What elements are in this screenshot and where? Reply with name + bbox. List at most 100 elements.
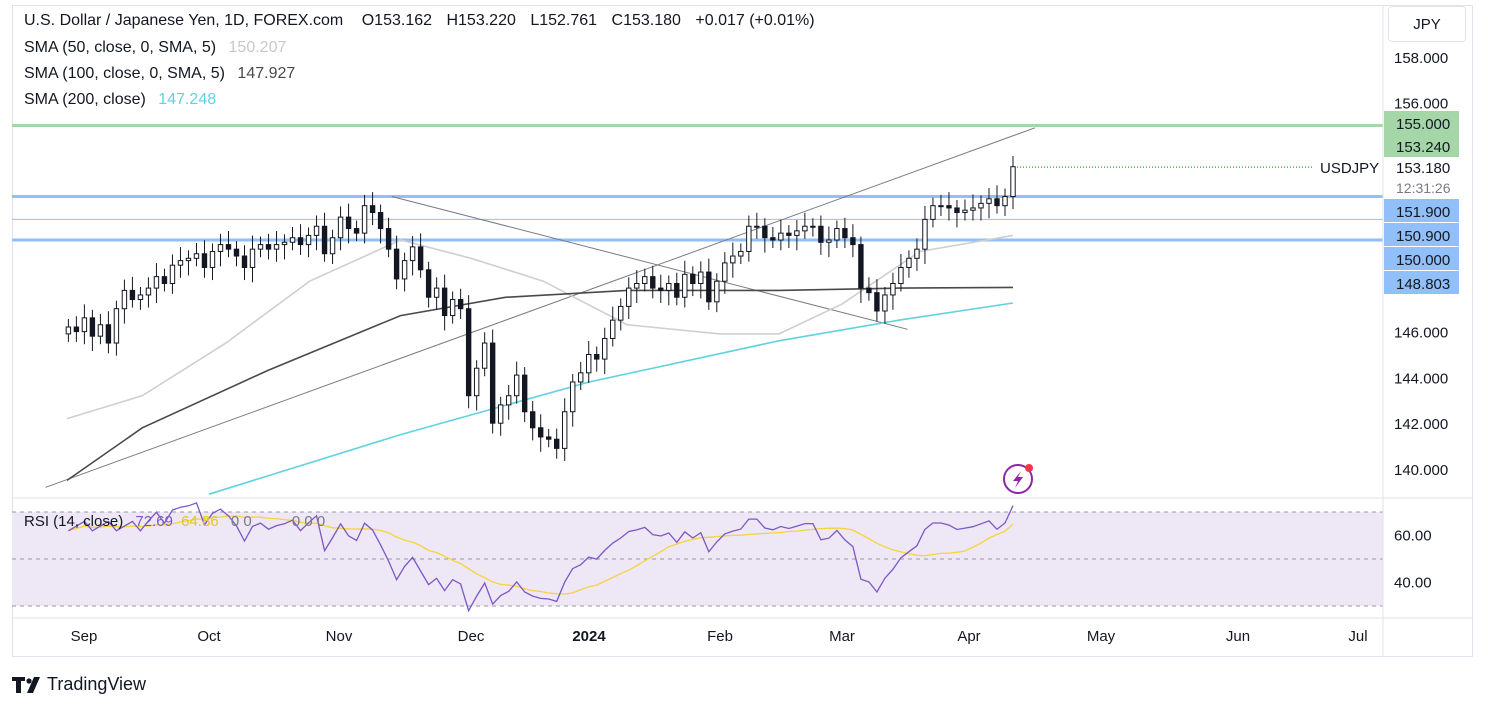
candle-body (89, 317, 96, 337)
candle-body (570, 381, 576, 413)
price-label-bg (1384, 111, 1459, 134)
candle-body (169, 264, 176, 285)
candle-body (409, 246, 416, 262)
candle-body (554, 438, 560, 449)
time-tick: 2024 (572, 628, 606, 645)
candle-body (337, 216, 344, 239)
candle-body (978, 202, 984, 209)
rising-trendline (45, 127, 1036, 488)
candle-body (658, 287, 664, 291)
candle-body (441, 287, 448, 317)
candle-body (770, 237, 776, 241)
price-tick: 144.000 (1394, 370, 1448, 387)
rsi-extra-values-2: 0 0 0 (291, 513, 326, 530)
candle-body (489, 342, 496, 424)
candle-body (217, 244, 224, 252)
time-tick: Jun (1226, 628, 1250, 645)
alert-lightning-icon (1003, 464, 1033, 494)
price-tick: 146.000 (1394, 325, 1448, 342)
candle-body (882, 294, 888, 312)
time-tick: Jul (1348, 628, 1367, 645)
candle-body (818, 225, 824, 243)
candle-body (161, 276, 168, 285)
open-value: 153.162 (374, 12, 433, 29)
candle-body (305, 234, 312, 246)
time-tick: Nov (326, 628, 353, 645)
price-label-bg (1384, 134, 1459, 157)
candle-body (377, 212, 384, 230)
candle-body (433, 287, 440, 298)
candle-body (850, 237, 856, 246)
candle-body (986, 198, 992, 204)
brand-name: TradingView (47, 674, 147, 694)
candle-body (537, 427, 544, 438)
candle-body (922, 218, 928, 250)
candle-body (281, 241, 288, 246)
candle-body (946, 205, 952, 209)
candle-body (898, 266, 904, 285)
candle-body (714, 280, 720, 303)
candle-body (529, 411, 536, 429)
close-label: C (611, 12, 624, 29)
open-label: O (361, 12, 375, 29)
price-label-bg (1384, 271, 1459, 294)
time-tick: Feb (707, 628, 733, 645)
price-tick: 158.000 (1394, 50, 1448, 67)
candle-body (906, 257, 912, 268)
candle-body (241, 255, 248, 268)
candle-body (297, 237, 304, 246)
candle-body (369, 205, 376, 214)
candle-body (666, 283, 672, 291)
sma50-label: SMA (50, close, 0, SMA, 5) (24, 39, 217, 56)
time-tick: Dec (458, 628, 485, 645)
sma200-value: 147.248 (158, 91, 217, 108)
rsi-tick: 60.00 (1394, 528, 1432, 545)
candle-body (225, 244, 232, 250)
sma200-label: SMA (200, close) (24, 91, 146, 108)
candle-body (273, 244, 280, 250)
tradingview-brand[interactable]: TradingView (12, 674, 146, 695)
candle-body (602, 337, 608, 360)
close-value: 153.180 (623, 12, 681, 29)
candle-body (201, 253, 208, 268)
rsi-ma-value: 64.86 (181, 513, 219, 530)
price-tick: 140.000 (1394, 462, 1448, 479)
falling-trendline (391, 196, 908, 330)
sma200-line (208, 302, 1014, 495)
sma100-legend[interactable]: SMA (100, close, 0, SMA, 5) 147.927 (24, 65, 295, 83)
candle-body (690, 273, 696, 285)
candle-body (858, 244, 864, 289)
candle-body (313, 225, 320, 236)
candle-body (594, 354, 600, 360)
candle-body (105, 324, 112, 344)
low-value: 152.761 (539, 12, 598, 29)
candle-body (193, 253, 200, 259)
candle-body (361, 205, 368, 234)
price-label-bg (1384, 223, 1459, 246)
price-tick: 142.000 (1394, 416, 1448, 433)
high-label: H (446, 12, 459, 29)
candle-body (289, 237, 296, 243)
chart-frame (12, 5, 1473, 657)
candle-body (121, 289, 128, 310)
sma50-legend[interactable]: SMA (50, close, 0, SMA, 5) 150.207 (24, 39, 286, 57)
candle-body (65, 326, 72, 335)
candle-body (762, 225, 768, 239)
time-tick: Sep (71, 628, 98, 645)
candle-body (73, 326, 80, 333)
currency-button[interactable]: JPY (1388, 6, 1466, 42)
candle-body (778, 232, 784, 241)
candle-body (233, 248, 240, 257)
candle-body (185, 257, 192, 262)
candle-body (706, 271, 712, 303)
rsi-line (68, 502, 1014, 613)
candle-body (842, 228, 848, 239)
lightning-bolt (1013, 471, 1023, 488)
countdown-label: 12:31:26 (1396, 180, 1451, 196)
rsi-legend[interactable]: RSI (14, close) 72.69 64.86 0 0 0 0 0 (24, 513, 325, 530)
sma200-legend[interactable]: SMA (200, close) 147.248 (24, 91, 216, 109)
candle-body (962, 209, 968, 214)
candle-body (137, 294, 144, 301)
candle-body (586, 354, 592, 374)
